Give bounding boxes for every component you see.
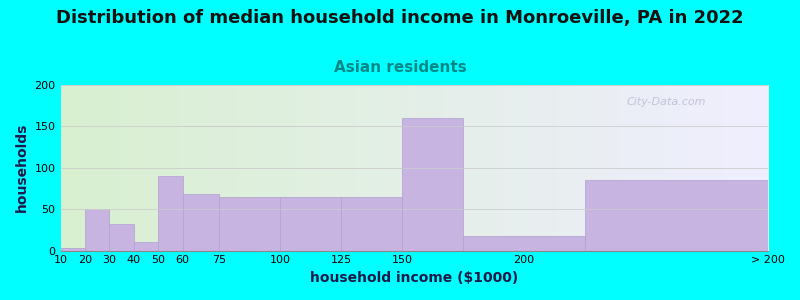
Bar — [182, 194, 219, 250]
Bar — [219, 197, 280, 250]
Bar — [85, 209, 110, 250]
Bar — [134, 242, 158, 250]
Y-axis label: households: households — [15, 123, 29, 212]
Text: City-Data.com: City-Data.com — [626, 97, 706, 106]
Text: Distribution of median household income in Monroeville, PA in 2022: Distribution of median household income … — [56, 9, 744, 27]
Bar — [585, 180, 768, 250]
Bar — [61, 248, 85, 250]
Bar — [341, 197, 402, 250]
Text: Asian residents: Asian residents — [334, 60, 466, 75]
Bar — [158, 176, 182, 250]
X-axis label: household income ($1000): household income ($1000) — [310, 271, 518, 285]
Bar — [463, 236, 585, 250]
Bar — [402, 118, 463, 250]
Bar — [280, 197, 341, 250]
Bar — [110, 224, 134, 250]
